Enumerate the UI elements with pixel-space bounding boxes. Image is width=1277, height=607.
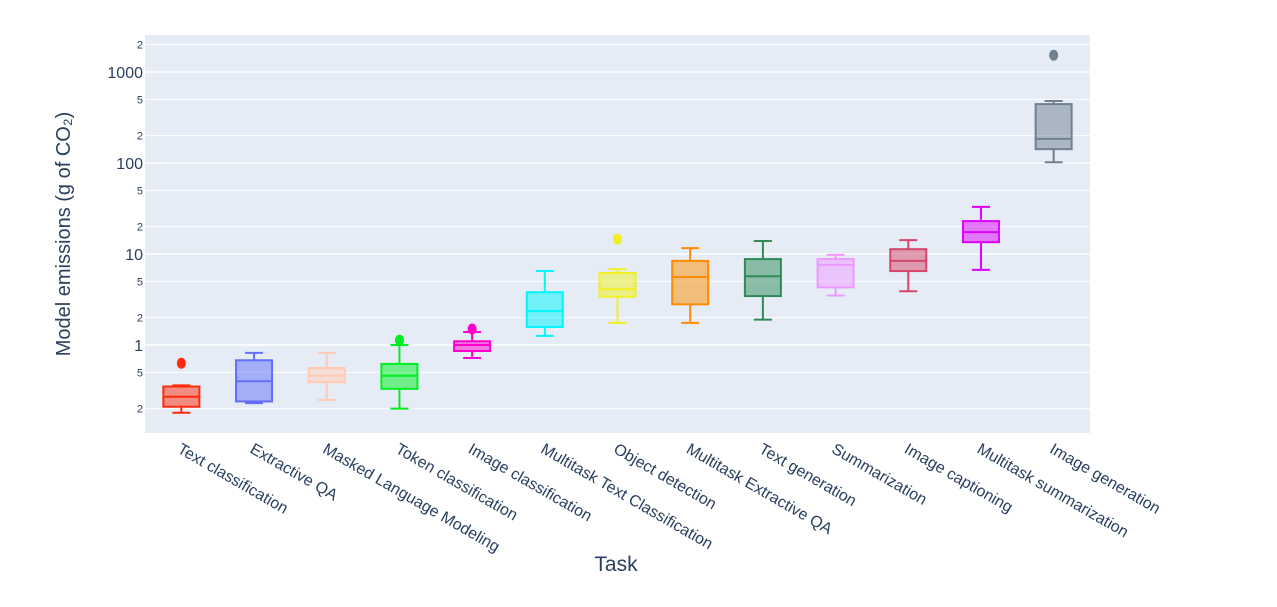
box-object-detection <box>598 233 637 324</box>
y-tick-label: 2 <box>137 131 143 143</box>
box-iqr <box>1034 103 1073 151</box>
box-iqr <box>816 258 855 289</box>
box-text-classification <box>162 357 201 414</box>
y-tick-label: 5 <box>137 185 143 197</box>
box-extractive-qa <box>235 351 274 405</box>
y-tick-label: 5 <box>137 367 143 379</box>
x-axis-title: Task <box>594 553 638 576</box>
y-tick-label: 5 <box>137 94 143 106</box>
y-tick-label: 2 <box>137 40 143 52</box>
box-iqr <box>671 259 710 306</box>
y-tick-label: 5 <box>137 276 143 288</box>
y-tick-labels: 2 5 1 2 5 10 2 5 100 2 5 1000 2 <box>107 40 143 416</box>
box-iqr <box>453 340 492 352</box>
y-axis-title: Model emissions (g of CO₂) <box>53 112 75 357</box>
box-token-classification <box>380 334 419 410</box>
outlier-point <box>467 323 477 335</box>
x-tick-label: Image classification <box>465 441 594 526</box>
y-tick-label: 2 <box>137 404 143 416</box>
box-multitask-extractive-qa <box>671 247 710 324</box>
box-multitask-text-classification <box>525 270 564 337</box>
box-image-generation <box>1034 49 1073 164</box>
boxes <box>162 49 1073 414</box>
box-iqr <box>743 258 782 298</box>
y-tick-label: 2 <box>137 313 143 325</box>
box-image-captioning <box>889 239 928 293</box>
box-masked-language-modeling <box>307 351 346 401</box>
box-image-classification <box>453 323 492 360</box>
y-tick-label: 1 <box>134 338 143 355</box>
y-tick-label: 2 <box>137 222 143 234</box>
box-text-generation <box>743 240 782 321</box>
y-tick-label: 10 <box>125 247 143 264</box>
outlier-point <box>1049 49 1059 61</box>
y-tick-label: 1000 <box>107 65 143 82</box>
box-iqr <box>598 271 637 298</box>
grid-lines <box>145 44 1090 410</box>
outlier-point <box>394 334 404 346</box>
box-iqr <box>525 291 564 328</box>
box-multitask-summarization <box>961 205 1000 271</box>
box-summarization <box>816 253 855 297</box>
y-tick-label: 100 <box>116 156 143 173</box>
x-tick-label: Token classification <box>392 441 520 525</box>
outlier-point <box>176 357 186 369</box>
outlier-point <box>613 233 622 245</box>
